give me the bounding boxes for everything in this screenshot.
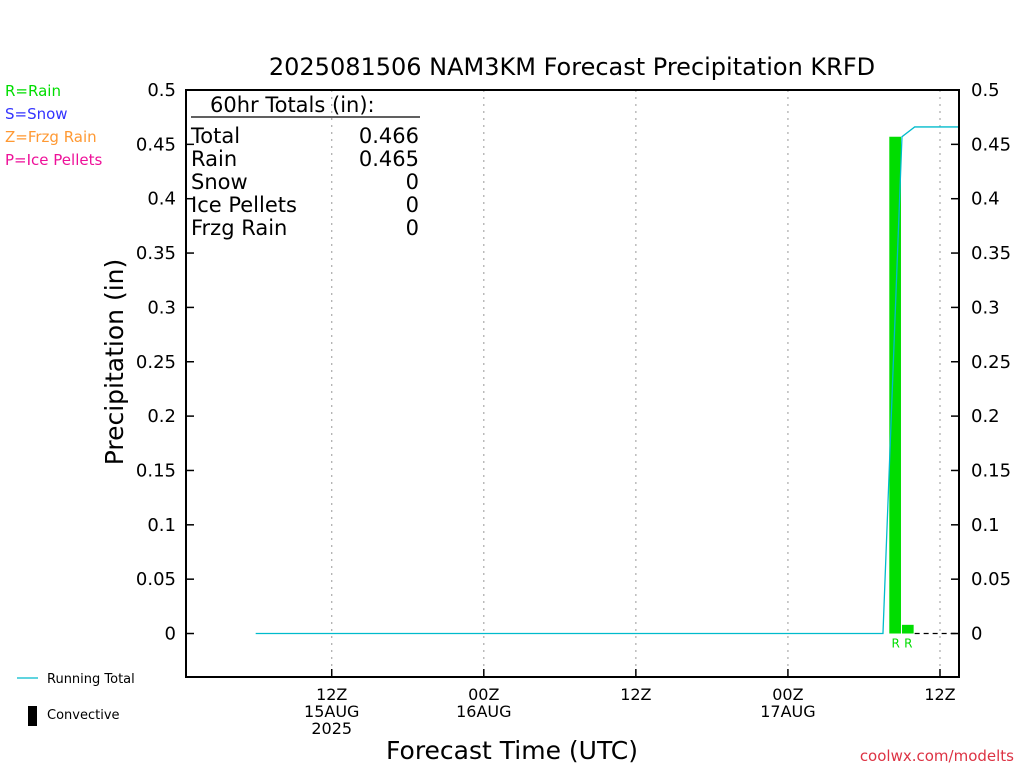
chart-title: 2025081506 NAM3KM Forecast Precipitation… bbox=[269, 53, 875, 81]
y-tick-label-left-9: 0.05 bbox=[136, 569, 176, 590]
x-tick-label-3-0: 00Z bbox=[772, 685, 803, 704]
y-axis-left: 0.5 0.45 0.4 0.35 0.3 0.25 0.2 0.15 0.1 0.05 0 bbox=[136, 80, 194, 645]
y-axis-right: 0.5 0.45 0.4 0.35 0.3 0.25 0.2 0.15 0.1 0.05 0 bbox=[951, 80, 1011, 645]
x-tick-label-3-1: 17AUG bbox=[760, 702, 815, 721]
y-tick-label-left-4: 0.3 bbox=[147, 297, 176, 318]
y-tick-label-right-1: 0.45 bbox=[971, 134, 1011, 155]
rain-bar-1 bbox=[901, 624, 914, 634]
y-tick-label-right-3: 0.35 bbox=[971, 243, 1011, 264]
x-tick-label-0-2: 2025 bbox=[311, 719, 352, 738]
type-legend-2: Z=Frzg Rain bbox=[5, 128, 97, 146]
precip-type-legend: R=Rain S=Snow Z=Frzg Rain P=Ice Pellets bbox=[5, 82, 102, 169]
totals-label-0: Total bbox=[190, 124, 240, 148]
totals-value-0: 0.466 bbox=[359, 124, 419, 148]
bar-label-0: R bbox=[891, 637, 899, 651]
totals-label-1: Rain bbox=[191, 147, 237, 171]
totals-label-2: Snow bbox=[191, 170, 248, 194]
rain-bar-0 bbox=[889, 136, 901, 634]
legend-bar-swatch bbox=[28, 706, 37, 726]
totals-value-2: 0 bbox=[406, 170, 419, 194]
legend-label-1: Convective bbox=[47, 708, 120, 723]
y-axis-label: Precipitation (in) bbox=[100, 259, 129, 466]
y-tick-label-left-10: 0 bbox=[165, 624, 176, 645]
credit-text: coolwx.com/modelts bbox=[860, 747, 1014, 765]
y-tick-label-right-0: 0.5 bbox=[971, 80, 1000, 101]
y-tick-label-left-7: 0.15 bbox=[136, 460, 176, 481]
running-total-polyline bbox=[255, 126, 959, 635]
y-tick-label-right-10: 0 bbox=[971, 624, 982, 645]
y-tick-label-left-8: 0.1 bbox=[147, 515, 176, 536]
y-tick-label-left-0: 0.5 bbox=[147, 80, 176, 101]
y-tick-label-left-5: 0.25 bbox=[136, 352, 176, 373]
totals-label-4: Frzg Rain bbox=[191, 216, 287, 240]
x-tick-label-0-1: 15AUG bbox=[304, 702, 359, 721]
x-tick-label-0-0: 12Z bbox=[316, 685, 347, 704]
bar-label-1: R bbox=[904, 637, 912, 651]
type-legend-3: P=Ice Pellets bbox=[5, 151, 102, 169]
y-tick-label-right-4: 0.3 bbox=[971, 297, 1000, 318]
y-tick-label-left-6: 0.2 bbox=[147, 406, 176, 427]
y-tick-label-left-3: 0.35 bbox=[136, 243, 176, 264]
y-tick-label-left-2: 0.4 bbox=[147, 189, 176, 210]
totals-label-3: Ice Pellets bbox=[191, 193, 297, 217]
y-tick-label-right-7: 0.15 bbox=[971, 460, 1011, 481]
totals-box: 60hr Totals (in): Total 0.466 Rain 0.465 Snow… bbox=[190, 93, 420, 240]
y-tick-label-right-2: 0.4 bbox=[971, 189, 1000, 210]
x-tick-label-1-0: 00Z bbox=[468, 685, 499, 704]
legend-label-0: Running Total bbox=[47, 672, 135, 687]
series-legend: Running Total Convective bbox=[17, 672, 135, 726]
vertical-grid bbox=[331, 90, 941, 677]
x-tick-label-4-0: 12Z bbox=[924, 685, 955, 704]
totals-value-3: 0 bbox=[406, 193, 419, 217]
totals-value-1: 0.465 bbox=[359, 147, 419, 171]
type-legend-0: R=Rain bbox=[5, 82, 61, 100]
type-legend-1: S=Snow bbox=[5, 105, 68, 123]
x-tick-label-2-0: 12Z bbox=[620, 685, 651, 704]
y-tick-label-right-8: 0.1 bbox=[971, 515, 1000, 536]
y-tick-label-right-5: 0.25 bbox=[971, 352, 1011, 373]
y-tick-label-right-6: 0.2 bbox=[971, 406, 1000, 427]
rain-bars bbox=[889, 136, 914, 634]
x-axis-label: Forecast Time (UTC) bbox=[386, 736, 638, 765]
plot-frame bbox=[185, 89, 960, 678]
running-total-line bbox=[255, 126, 959, 635]
y-tick-label-right-9: 0.05 bbox=[971, 569, 1011, 590]
totals-heading: 60hr Totals (in): bbox=[210, 93, 375, 117]
totals-value-4: 0 bbox=[406, 216, 419, 240]
y-tick-label-left-1: 0.45 bbox=[136, 134, 176, 155]
x-tick-label-1-1: 16AUG bbox=[456, 702, 511, 721]
